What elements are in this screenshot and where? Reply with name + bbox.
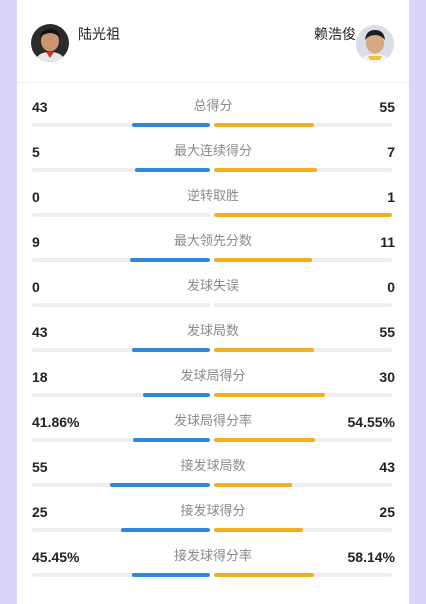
left-bar-fill [132, 123, 210, 127]
right-bar-fill [214, 573, 314, 577]
left-value: 55 [32, 459, 48, 475]
players-header: 陆光祖 赖浩俊 [17, 0, 409, 82]
left-value: 25 [32, 504, 48, 520]
right-bar-fill [214, 213, 392, 217]
header-divider [17, 82, 409, 83]
left-value: 0 [32, 279, 40, 295]
stat-label: 总得分 [193, 98, 233, 113]
left-bar-fill [135, 168, 210, 172]
stat-label: 发球局数 [186, 323, 239, 338]
left-bar-fill [132, 573, 210, 577]
left-value: 18 [32, 369, 48, 385]
left-player-name: 陆光祖 [78, 26, 120, 42]
right-value: 58.14% [347, 549, 395, 565]
stat-label: 接发球局数 [180, 458, 246, 473]
left-bar-track [32, 573, 210, 577]
left-bar-fill [121, 528, 210, 532]
right-bar-track [214, 573, 392, 577]
right-value: 54.55% [347, 414, 395, 430]
right-bar-track [214, 258, 392, 262]
left-value: 43 [32, 324, 48, 340]
right-bar-fill [214, 393, 325, 397]
stats-card: 陆光祖 赖浩俊 43 总得分 55 5 最大连续得分 7 0 逆转取胜 1 9 最大领先分数 11 0 发… [17, 0, 409, 604]
right-value: 7 [387, 144, 395, 160]
stat-row: 55 接发球局数 43 [17, 443, 409, 488]
right-value: 55 [379, 324, 395, 340]
stat-label: 最大连续得分 [173, 143, 252, 158]
right-bar-track [214, 348, 392, 352]
right-value: 1 [387, 189, 395, 205]
stat-label: 逆转取胜 [186, 188, 239, 203]
right-bar-track [214, 393, 392, 397]
right-bar-fill [214, 483, 292, 487]
left-value: 0 [32, 189, 40, 205]
right-bar-fill [214, 123, 314, 127]
stat-row: 41.86% 发球局得分率 54.55% [17, 398, 409, 443]
right-bar-fill [214, 348, 314, 352]
left-value: 9 [32, 234, 40, 250]
right-value: 0 [387, 279, 395, 295]
right-bar-fill [214, 438, 315, 442]
left-bar-fill [133, 438, 210, 442]
right-value: 11 [380, 234, 395, 250]
left-value: 5 [32, 144, 40, 160]
stat-row: 43 总得分 55 [17, 83, 409, 128]
stat-label: 接发球得分率 [173, 548, 252, 563]
stat-label: 发球失误 [186, 278, 239, 293]
right-bar-track [214, 483, 392, 487]
left-bar-track [32, 213, 210, 217]
left-value: 45.45% [32, 549, 80, 565]
player-avatar-icon[interactable] [31, 24, 69, 62]
stat-label: 发球局得分率 [173, 413, 252, 428]
stat-row: 25 接发球得分 25 [17, 488, 409, 533]
left-bar-fill [130, 258, 210, 262]
left-bar-track [32, 168, 210, 172]
player-avatar-icon[interactable] [356, 25, 394, 63]
right-bar-track [214, 528, 392, 532]
stat-label: 接发球得分 [180, 503, 246, 518]
right-bar-fill [214, 168, 317, 172]
stat-row: 9 最大领先分数 11 [17, 218, 409, 263]
right-bar-track [214, 123, 392, 127]
left-bar-track [32, 303, 210, 307]
left-bar-track [32, 483, 210, 487]
left-value: 41.86% [32, 414, 80, 430]
left-value: 43 [32, 99, 48, 115]
right-value: 55 [379, 99, 395, 115]
stat-row: 18 发球局得分 30 [17, 353, 409, 398]
left-bar-fill [110, 483, 210, 487]
right-bar-fill [214, 528, 303, 532]
right-player-name: 赖浩俊 [314, 26, 356, 42]
left-bar-track [32, 258, 210, 262]
right-bar-track [214, 303, 392, 307]
right-value: 30 [379, 369, 395, 385]
stat-row: 43 发球局数 55 [17, 308, 409, 353]
right-bar-track [214, 438, 392, 442]
left-bar-track [32, 528, 210, 532]
stat-row: 0 发球失误 0 [17, 263, 409, 308]
stat-label: 发球局得分 [180, 368, 246, 383]
right-value: 43 [379, 459, 395, 475]
stat-row: 0 逆转取胜 1 [17, 173, 409, 218]
right-value: 25 [379, 504, 395, 520]
left-bar-track [32, 348, 210, 352]
left-bar-track [32, 438, 210, 442]
left-bar-fill [132, 348, 210, 352]
right-bar-track [214, 213, 392, 217]
right-bar-fill [214, 258, 312, 262]
stat-row: 45.45% 接发球得分率 58.14% [17, 533, 409, 578]
left-bar-track [32, 393, 210, 397]
right-bar-track [214, 168, 392, 172]
stat-row: 5 最大连续得分 7 [17, 128, 409, 173]
left-bar-track [32, 123, 210, 127]
stat-label: 最大领先分数 [173, 233, 252, 248]
left-bar-fill [143, 393, 210, 397]
